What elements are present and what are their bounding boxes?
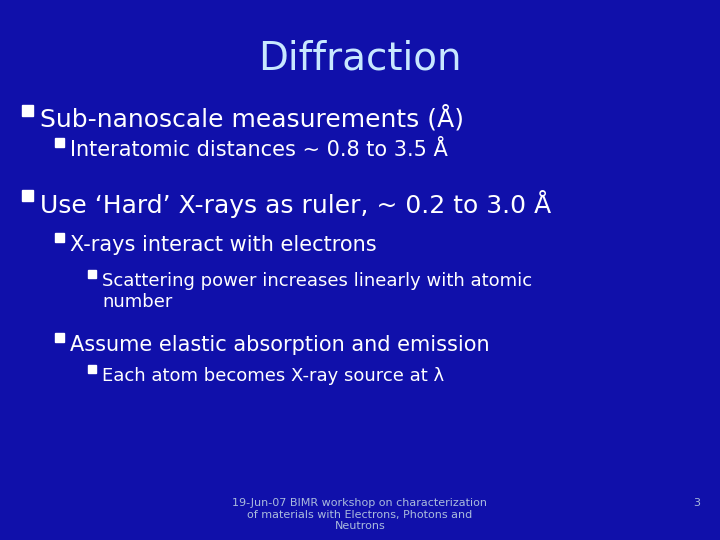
Text: X-rays interact with electrons: X-rays interact with electrons [70, 235, 377, 255]
Bar [22, 105, 33, 116]
Bar [55, 233, 64, 242]
Text: Interatomic distances ~ 0.8 to 3.5 Å: Interatomic distances ~ 0.8 to 3.5 Å [70, 140, 448, 160]
Text: Diffraction: Diffraction [258, 40, 462, 78]
Text: Sub-nanoscale measurements (Å): Sub-nanoscale measurements (Å) [40, 105, 464, 132]
Text: 19-Jun-07 BIMR workshop on characterization
of materials with Electrons, Photons: 19-Jun-07 BIMR workshop on characterizat… [233, 498, 487, 531]
Bar [55, 333, 64, 342]
Text: Scattering power increases linearly with atomic
number: Scattering power increases linearly with… [102, 272, 532, 311]
Text: Use ‘Hard’ X-rays as ruler, ~ 0.2 to 3.0 Å: Use ‘Hard’ X-rays as ruler, ~ 0.2 to 3.0… [40, 190, 552, 218]
Bar [55, 138, 64, 147]
Bar [88, 270, 96, 278]
Text: Assume elastic absorption and emission: Assume elastic absorption and emission [70, 335, 490, 355]
Bar [88, 365, 96, 373]
Text: Each atom becomes X-ray source at λ: Each atom becomes X-ray source at λ [102, 367, 444, 385]
Text: 3: 3 [693, 498, 700, 508]
Bar [22, 190, 33, 201]
